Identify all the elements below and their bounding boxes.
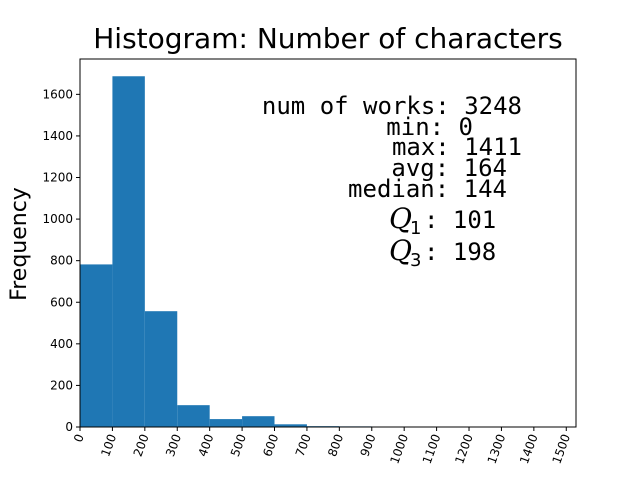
x-tick-label: 1300 bbox=[485, 432, 509, 465]
y-tick-label: 200 bbox=[50, 378, 73, 392]
histogram-bar bbox=[144, 311, 178, 427]
histogram-bar bbox=[209, 419, 243, 427]
x-tick-label: 600 bbox=[260, 432, 281, 458]
x-tick-label: 1200 bbox=[452, 432, 476, 465]
x-tick-label: 500 bbox=[228, 432, 249, 458]
y-tick-label: 1600 bbox=[42, 87, 73, 101]
stat-min: min: 0 bbox=[386, 113, 473, 141]
histogram-bar bbox=[112, 76, 145, 427]
stat-median: median: 144 bbox=[348, 175, 507, 203]
stat-q1-subscript: 1 bbox=[410, 218, 421, 239]
chart-title: Histogram: Number of characters bbox=[93, 22, 563, 55]
x-tick-label: 1500 bbox=[549, 432, 573, 465]
x-tick-label: 1100 bbox=[420, 432, 444, 465]
y-tick-label: 800 bbox=[50, 254, 73, 268]
stat-avg: avg: 164 bbox=[391, 154, 507, 182]
stat-q1-symbol: Q bbox=[389, 202, 412, 235]
stat-q3-subscript: 3 bbox=[410, 250, 421, 271]
x-tick-label: 1000 bbox=[387, 432, 411, 465]
x-tick-label: 700 bbox=[293, 432, 314, 458]
plot-frame bbox=[79, 58, 577, 428]
y-tick-label: 1000 bbox=[42, 212, 73, 226]
y-tick-label: 0 bbox=[65, 420, 73, 434]
histogram-bar bbox=[80, 264, 113, 427]
x-tick-label: 1400 bbox=[517, 432, 541, 465]
y-tick-label: 400 bbox=[50, 337, 73, 351]
x-tick-label: 400 bbox=[196, 432, 217, 458]
y-tick-label: 600 bbox=[50, 295, 73, 309]
x-tick-label: 800 bbox=[325, 432, 346, 458]
y-tick-label: 1400 bbox=[42, 129, 73, 143]
y-tick-label: 1200 bbox=[42, 171, 73, 185]
stat-num-of-works: num of works: 3248 bbox=[262, 92, 522, 120]
x-tick-label: 900 bbox=[358, 432, 379, 458]
x-tick-label: 200 bbox=[131, 432, 152, 458]
x-axis-ticks: 0 100 200 300 400 500 600 700 800 900 1000 1100 1200… bbox=[71, 427, 573, 466]
stats-annotation: num of works: 3248 min: 0 max: 1411 avg:… bbox=[262, 92, 522, 271]
histogram-bar bbox=[177, 405, 210, 427]
bars bbox=[80, 76, 372, 427]
y-axis-label: Frequency bbox=[7, 187, 32, 301]
stat-q3-symbol: Q bbox=[389, 234, 412, 267]
y-axis-ticks: 0 200 400 600 800 1000 1200 1400 1600 bbox=[42, 87, 80, 434]
stat-max: max: 1411 bbox=[392, 133, 522, 161]
x-tick-label: 100 bbox=[98, 432, 119, 458]
stat-q3-value: : 198 bbox=[424, 238, 496, 266]
histogram-bar bbox=[242, 416, 275, 427]
x-tick-label: 300 bbox=[163, 432, 184, 458]
histogram-bar bbox=[274, 424, 307, 427]
stat-q1-value: : 101 bbox=[424, 206, 496, 234]
x-tick-label: 0 bbox=[71, 432, 87, 444]
